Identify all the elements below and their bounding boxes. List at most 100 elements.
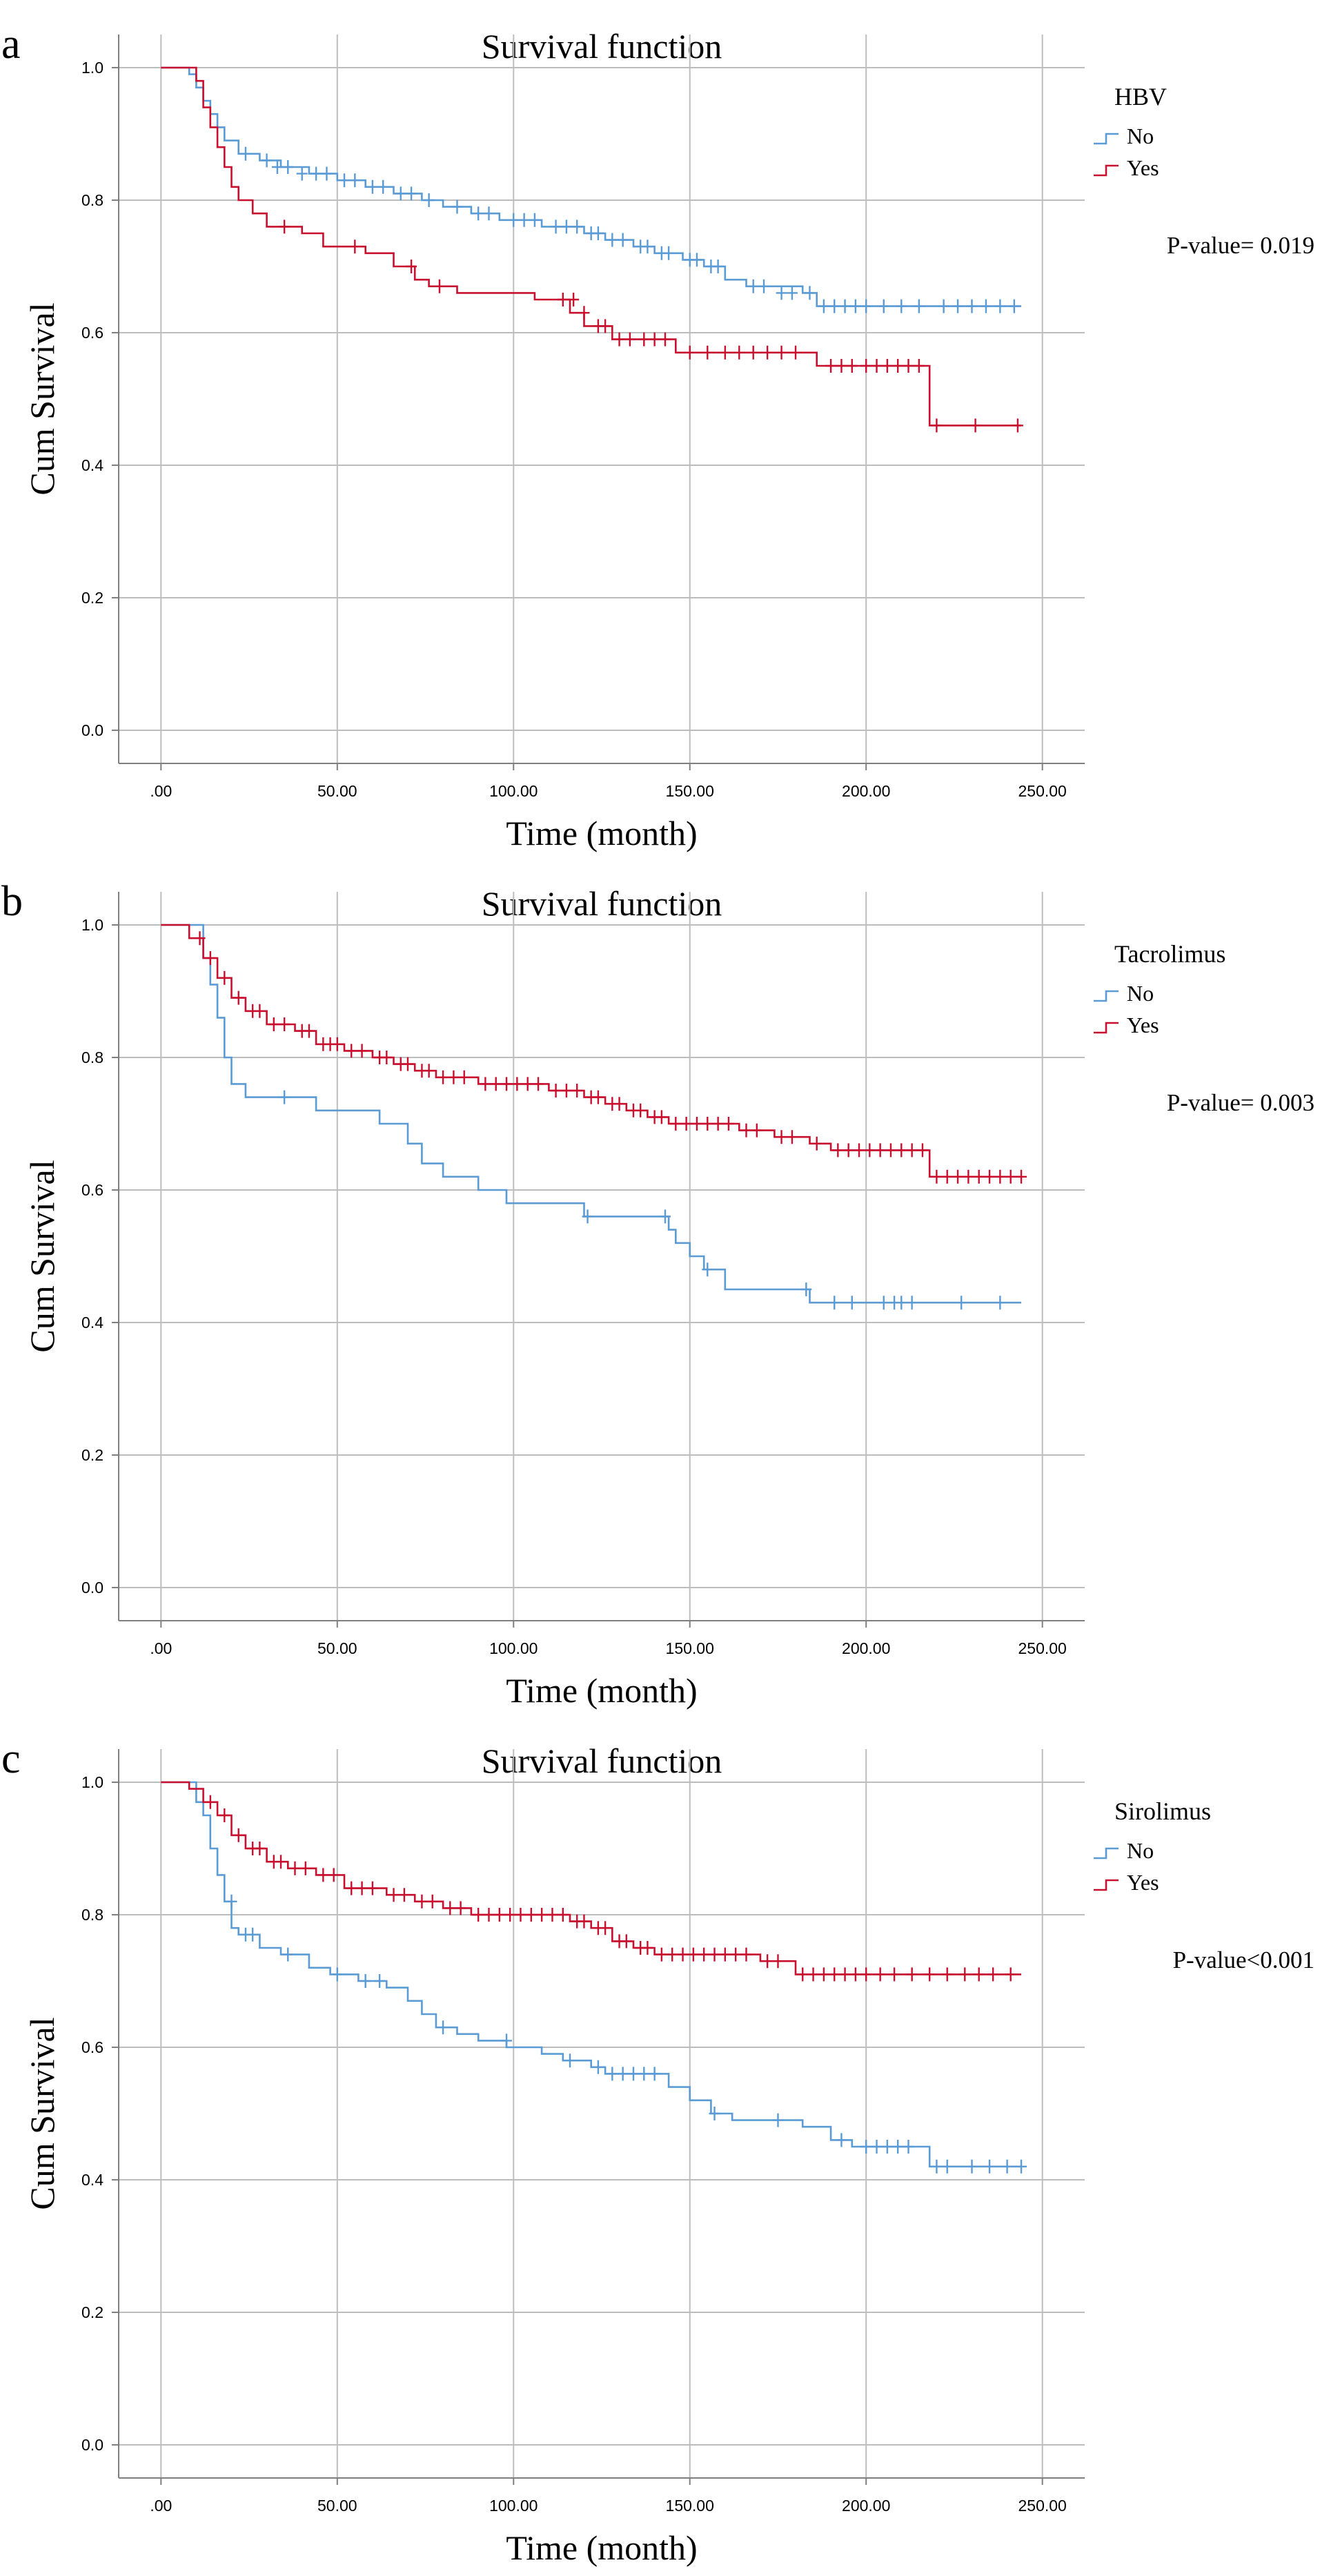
censor-mark (550, 1084, 562, 1097)
legend-label-yes: Yes (1127, 155, 1159, 180)
censor-mark (458, 1070, 470, 1084)
censor-mark (219, 1808, 230, 1822)
censor-mark (846, 359, 858, 373)
panel-a: a Survival function .00 50.00 100.00 150.00 20… (1, 21, 1314, 852)
censor-mark (219, 970, 230, 985)
y-tick-label: 1.0 (81, 916, 104, 934)
censor-mark (800, 1282, 812, 1296)
censor-mark (557, 1908, 569, 1922)
censor-mark (613, 332, 625, 347)
censor-mark (702, 1117, 713, 1131)
censor-mark (635, 1103, 647, 1118)
censor-mark (941, 2159, 953, 2174)
censor-mark (829, 1296, 840, 1310)
censor-mark (906, 1296, 918, 1310)
censor-mark (620, 1934, 632, 1949)
censor-mark (663, 246, 675, 260)
censor-mark (311, 166, 322, 181)
censor-mark (522, 1077, 533, 1091)
censor-mark (533, 1077, 544, 1091)
x-tick-label: 200.00 (842, 2497, 890, 2515)
legend-label-no: No (1127, 1838, 1154, 1863)
censor-mark (712, 260, 724, 273)
censor-mark (924, 1967, 936, 1982)
censor-mark (638, 332, 650, 347)
censor-mark (786, 286, 798, 300)
censor-mark (515, 1908, 526, 1922)
censor-mark (980, 299, 992, 313)
censor-mark (501, 2033, 513, 2048)
series-yes (161, 924, 1027, 1184)
censor-mark (751, 1123, 762, 1138)
legend-swatch-no (1094, 133, 1119, 145)
censor-mark (349, 173, 361, 188)
censor-mark (402, 1057, 413, 1071)
censor-mark (952, 299, 964, 313)
censor-mark (204, 951, 216, 965)
censor-mark (892, 359, 904, 373)
y-tick-label: 0.0 (81, 1579, 104, 1597)
censor-mark (346, 1881, 357, 1895)
y-tick-label: 0.8 (81, 191, 104, 209)
censor-mark (829, 299, 840, 313)
censor-mark (804, 286, 816, 300)
censor-mark (691, 253, 702, 267)
censor-mark (254, 1842, 266, 1855)
y-tick-label: 0.8 (81, 1048, 104, 1066)
censor-mark (762, 1954, 774, 1969)
censor-mark (483, 206, 495, 221)
censor-mark (825, 359, 837, 373)
censor-mark (811, 1136, 822, 1151)
censor-mark (473, 206, 484, 221)
x-axis-label: Time (month) (506, 814, 697, 852)
censor-mark (860, 1967, 872, 1982)
censor-mark (952, 1169, 964, 1184)
censor-mark (1016, 2159, 1027, 2174)
p-value-annotation: P-value= 0.019 (1167, 232, 1314, 259)
censor-mark (903, 2140, 914, 2154)
censor-mark (687, 1947, 699, 1962)
censor-mark (832, 1143, 844, 1158)
x-axis-label: Time (month) (506, 2528, 697, 2567)
censor-mark (740, 1123, 752, 1138)
censor-mark (406, 186, 417, 201)
censor-mark (299, 1861, 311, 1875)
censor-mark (702, 345, 713, 360)
censor-mark (839, 299, 851, 313)
censor-mark (564, 2053, 576, 2068)
censor-mark (279, 1017, 290, 1031)
censor-mark (677, 1947, 689, 1962)
censor-mark (878, 299, 889, 313)
censor-mark (448, 1070, 460, 1084)
censor-mark (289, 1861, 301, 1875)
censor-mark (366, 1881, 378, 1895)
censor-mark (846, 1296, 858, 1310)
legend-label-no: No (1127, 981, 1154, 1006)
censor-mark (959, 1967, 971, 1982)
censor-mark (659, 1209, 671, 1224)
legend-label-yes: Yes (1127, 1870, 1159, 1895)
censor-mark (406, 260, 417, 273)
series-no (161, 1781, 1027, 2174)
x-tick-label: 100.00 (489, 2497, 538, 2515)
censor-mark (797, 1967, 809, 1982)
censor-mark (331, 1037, 343, 1051)
censor-mark (871, 359, 883, 373)
y-tick-label: 0.4 (81, 456, 104, 474)
censor-mark (860, 359, 872, 373)
legend-swatch-no (1094, 1847, 1119, 1860)
censor-mark (204, 1795, 216, 1809)
legend-swatch-yes (1094, 164, 1119, 177)
censor-mark (642, 1941, 653, 1955)
censor-mark (613, 1097, 625, 1111)
y-tick-label: 0.6 (81, 2038, 104, 2056)
censor-mark (282, 160, 294, 174)
legend-label-yes: Yes (1127, 1013, 1159, 1037)
censor-mark (973, 1967, 985, 1982)
series-yes (161, 1781, 1021, 1982)
censor-mark (279, 1090, 290, 1104)
censor-mark (931, 2159, 943, 2174)
censor-mark (444, 1901, 456, 1915)
censor-mark (864, 1143, 876, 1158)
censor-mark (490, 1077, 502, 1091)
